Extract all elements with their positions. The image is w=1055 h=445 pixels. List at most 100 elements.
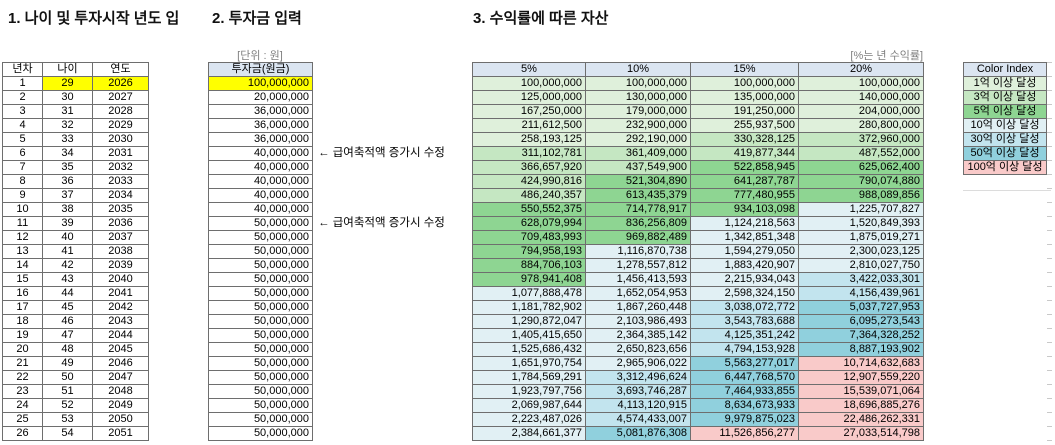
asset-value-cell[interactable]: 8,634,673,933	[690, 398, 799, 413]
asset-value-cell[interactable]: 1,525,686,432	[472, 342, 586, 357]
col-header-year[interactable]: 연도	[92, 62, 149, 77]
investment-cell[interactable]: 40,000,000	[208, 202, 313, 217]
asset-value-cell[interactable]: 550,552,375	[472, 202, 586, 217]
year-index-cell[interactable]: 11	[2, 216, 43, 231]
investment-cell[interactable]: 40,000,000	[208, 174, 313, 189]
age-cell[interactable]: 53	[42, 412, 93, 427]
year-index-cell[interactable]: 3	[2, 104, 43, 119]
asset-value-cell[interactable]: 311,102,781	[472, 146, 586, 161]
col-header-return-rate[interactable]: 20%	[798, 62, 924, 77]
year-index-cell[interactable]: 4	[2, 118, 43, 133]
age-cell[interactable]: 31	[42, 104, 93, 119]
asset-value-cell[interactable]: 125,000,000	[472, 90, 586, 105]
asset-value-cell[interactable]: 1,520,849,393	[798, 216, 924, 231]
asset-value-cell[interactable]: 12,907,559,220	[798, 370, 924, 385]
investment-cell[interactable]: 50,000,000	[208, 314, 313, 329]
year-cell[interactable]: 2031	[92, 146, 149, 161]
year-index-cell[interactable]: 21	[2, 356, 43, 371]
year-cell[interactable]: 2037	[92, 230, 149, 245]
investment-cell[interactable]: 100,000,000	[208, 76, 313, 91]
asset-value-cell[interactable]: 4,574,433,007	[585, 412, 691, 427]
asset-value-cell[interactable]: 1,124,218,563	[690, 216, 799, 231]
asset-value-cell[interactable]: 372,960,000	[798, 132, 924, 147]
asset-value-cell[interactable]: 2,300,023,125	[798, 244, 924, 259]
asset-value-cell[interactable]: 1,077,888,478	[472, 286, 586, 301]
investment-cell[interactable]: 50,000,000	[208, 412, 313, 427]
age-cell[interactable]: 34	[42, 146, 93, 161]
year-index-cell[interactable]: 10	[2, 202, 43, 217]
year-cell[interactable]: 2032	[92, 160, 149, 175]
asset-value-cell[interactable]: 1,651,970,754	[472, 356, 586, 371]
year-cell[interactable]: 2041	[92, 286, 149, 301]
age-cell[interactable]: 46	[42, 314, 93, 329]
investment-cell[interactable]: 40,000,000	[208, 146, 313, 161]
asset-value-cell[interactable]: 4,113,120,915	[585, 398, 691, 413]
age-cell[interactable]: 43	[42, 272, 93, 287]
asset-value-cell[interactable]: 1,784,569,291	[472, 370, 586, 385]
age-cell[interactable]: 40	[42, 230, 93, 245]
asset-value-cell[interactable]: 130,000,000	[585, 90, 691, 105]
year-index-cell[interactable]: 5	[2, 132, 43, 147]
investment-cell[interactable]: 50,000,000	[208, 398, 313, 413]
age-cell[interactable]: 49	[42, 356, 93, 371]
asset-value-cell[interactable]: 100,000,000	[585, 76, 691, 91]
asset-value-cell[interactable]: 1,278,557,812	[585, 258, 691, 273]
asset-value-cell[interactable]: 1,867,260,448	[585, 300, 691, 315]
asset-value-cell[interactable]: 790,074,880	[798, 174, 924, 189]
col-header-return-rate[interactable]: 15%	[690, 62, 799, 77]
year-cell[interactable]: 2033	[92, 174, 149, 189]
year-index-cell[interactable]: 9	[2, 188, 43, 203]
asset-value-cell[interactable]: 1,923,797,756	[472, 384, 586, 399]
year-index-cell[interactable]: 25	[2, 412, 43, 427]
asset-value-cell[interactable]: 521,304,890	[585, 174, 691, 189]
investment-cell[interactable]: 50,000,000	[208, 216, 313, 231]
year-cell[interactable]: 2035	[92, 202, 149, 217]
asset-value-cell[interactable]: 100,000,000	[798, 76, 924, 91]
asset-value-cell[interactable]: 27,033,514,798	[798, 426, 924, 441]
asset-value-cell[interactable]: 255,937,500	[690, 118, 799, 133]
investment-cell[interactable]: 50,000,000	[208, 356, 313, 371]
asset-value-cell[interactable]: 8,887,193,902	[798, 342, 924, 357]
asset-value-cell[interactable]: 424,990,816	[472, 174, 586, 189]
year-cell[interactable]: 2034	[92, 188, 149, 203]
age-cell[interactable]: 37	[42, 188, 93, 203]
year-index-cell[interactable]: 12	[2, 230, 43, 245]
year-cell[interactable]: 2047	[92, 370, 149, 385]
year-cell[interactable]: 2039	[92, 258, 149, 273]
asset-value-cell[interactable]: 1,342,851,348	[690, 230, 799, 245]
asset-value-cell[interactable]: 628,079,994	[472, 216, 586, 231]
asset-value-cell[interactable]: 15,539,071,064	[798, 384, 924, 399]
asset-value-cell[interactable]: 292,190,000	[585, 132, 691, 147]
asset-value-cell[interactable]: 6,447,768,570	[690, 370, 799, 385]
asset-value-cell[interactable]: 884,706,103	[472, 258, 586, 273]
year-cell[interactable]: 2030	[92, 132, 149, 147]
age-cell[interactable]: 47	[42, 328, 93, 343]
age-cell[interactable]: 29	[42, 76, 93, 91]
age-cell[interactable]: 32	[42, 118, 93, 133]
col-header-return-rate[interactable]: 5%	[472, 62, 586, 77]
asset-value-cell[interactable]: 2,364,385,142	[585, 328, 691, 343]
year-cell[interactable]: 2048	[92, 384, 149, 399]
asset-value-cell[interactable]: 419,877,344	[690, 146, 799, 161]
investment-cell[interactable]: 50,000,000	[208, 258, 313, 273]
asset-value-cell[interactable]: 487,552,000	[798, 146, 924, 161]
age-cell[interactable]: 48	[42, 342, 93, 357]
col-header-year-index[interactable]: 년차	[2, 62, 43, 77]
asset-value-cell[interactable]: 2,223,487,026	[472, 412, 586, 427]
asset-value-cell[interactable]: 969,882,489	[585, 230, 691, 245]
asset-value-cell[interactable]: 5,563,277,017	[690, 356, 799, 371]
year-index-cell[interactable]: 23	[2, 384, 43, 399]
year-index-cell[interactable]: 22	[2, 370, 43, 385]
asset-value-cell[interactable]: 6,095,273,543	[798, 314, 924, 329]
investment-cell[interactable]: 36,000,000	[208, 104, 313, 119]
year-cell[interactable]: 2038	[92, 244, 149, 259]
age-cell[interactable]: 36	[42, 174, 93, 189]
asset-value-cell[interactable]: 140,000,000	[798, 90, 924, 105]
asset-value-cell[interactable]: 135,000,000	[690, 90, 799, 105]
year-index-cell[interactable]: 13	[2, 244, 43, 259]
investment-cell[interactable]: 50,000,000	[208, 244, 313, 259]
investment-cell[interactable]: 40,000,000	[208, 188, 313, 203]
asset-value-cell[interactable]: 280,800,000	[798, 118, 924, 133]
asset-value-cell[interactable]: 1,875,019,271	[798, 230, 924, 245]
year-cell[interactable]: 2045	[92, 342, 149, 357]
